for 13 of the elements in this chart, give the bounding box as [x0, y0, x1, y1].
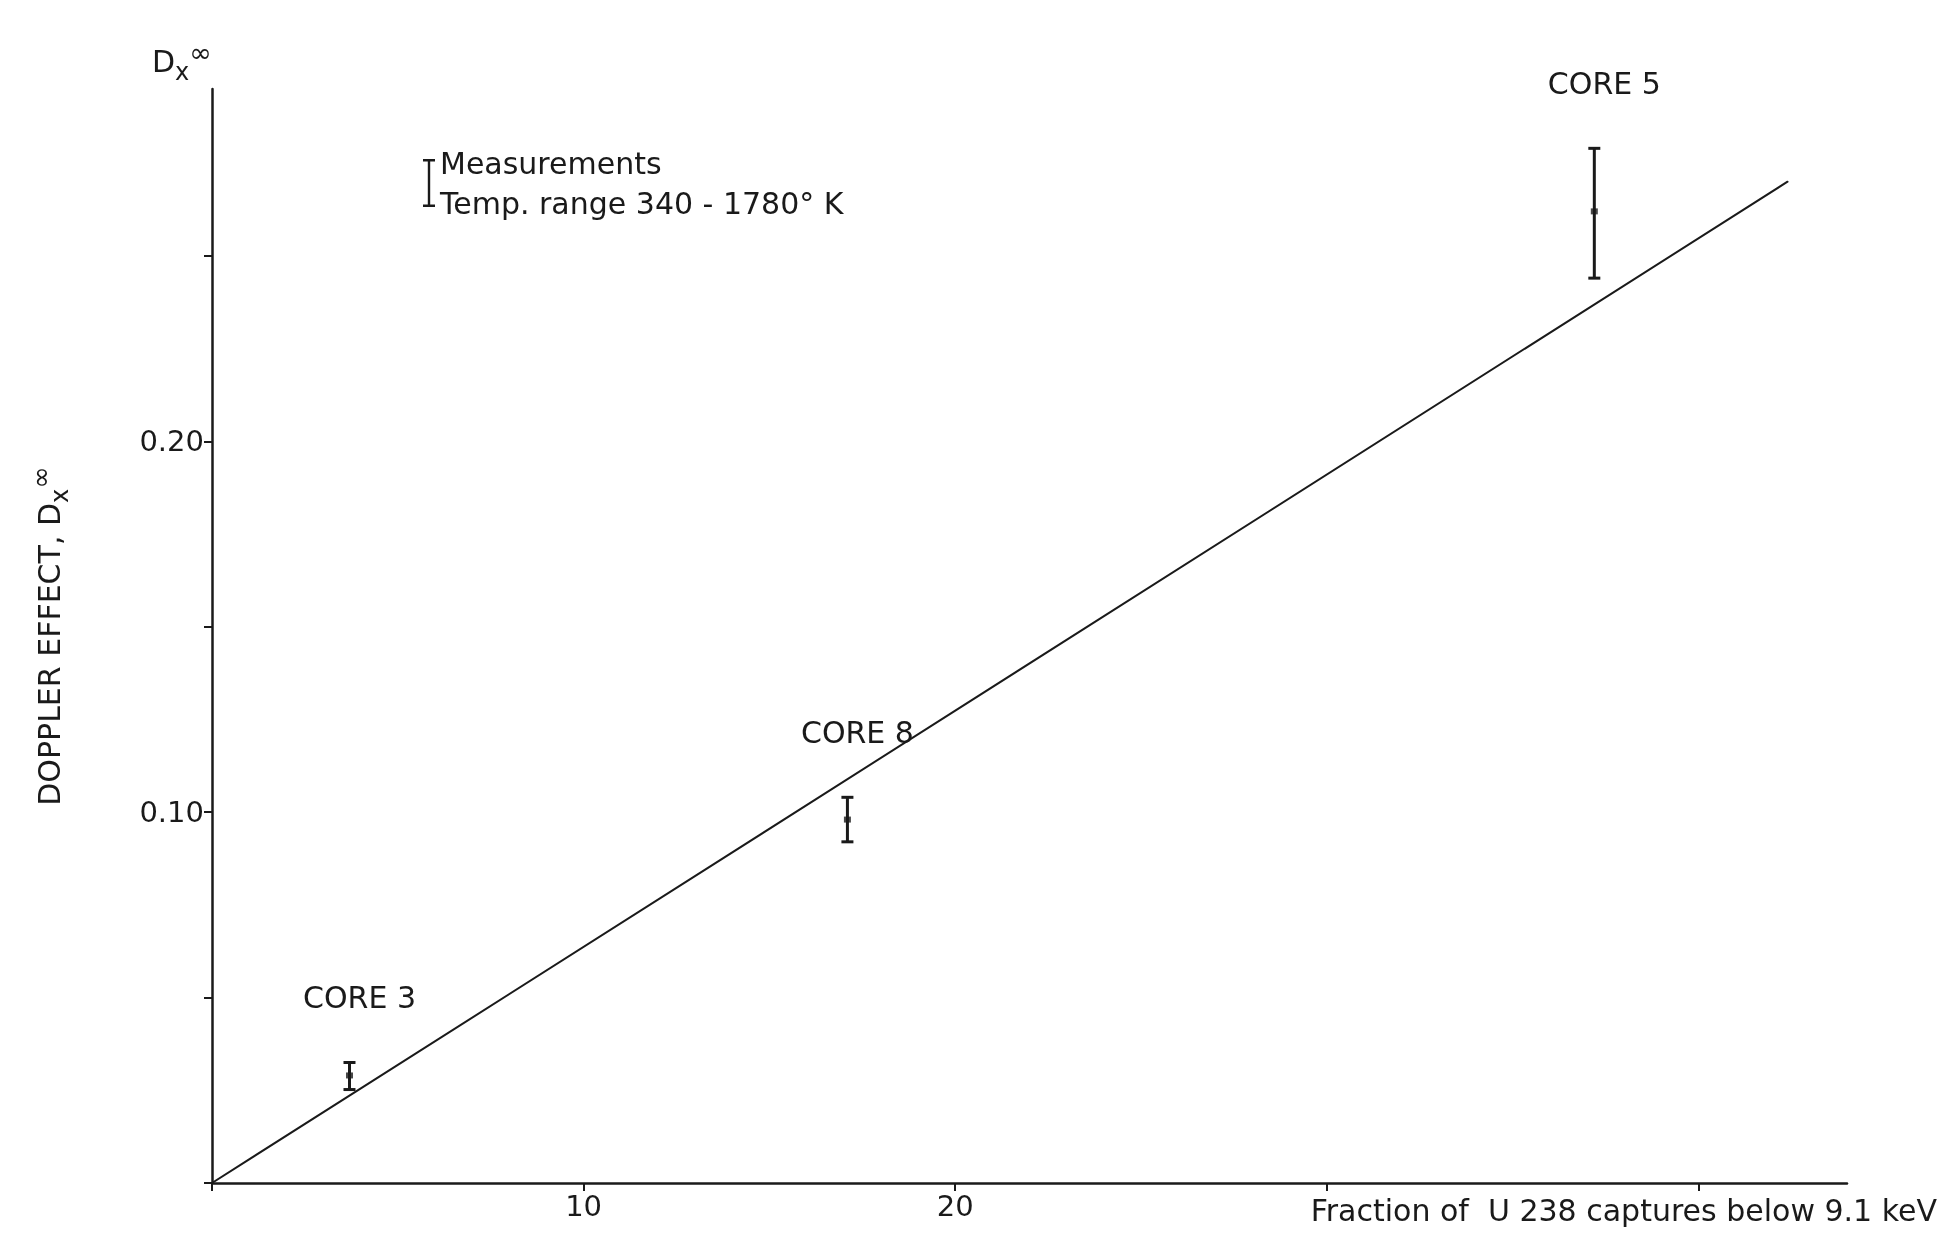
legend-label: Measurements Temp. range 340 - 1780° K — [439, 145, 845, 221]
y-tick-label: 0.20 — [139, 424, 204, 459]
x-tick-label: 10 — [565, 1188, 603, 1223]
annotation: CORE 8 — [800, 714, 914, 750]
point — [1590, 208, 1598, 215]
y-axis-title: DOPPLER EFFECT, Dx∞ — [25, 466, 74, 806]
point — [345, 1072, 353, 1079]
x-axis-title: Fraction of U 238 captures below 9.1 keV — [1310, 1192, 1938, 1228]
point — [843, 816, 851, 823]
annotation: CORE 5 — [1547, 65, 1661, 101]
x-tick-label: 20 — [936, 1188, 974, 1223]
annotation: CORE 3 — [303, 979, 416, 1015]
y-tick-label: 0.10 — [139, 795, 204, 830]
